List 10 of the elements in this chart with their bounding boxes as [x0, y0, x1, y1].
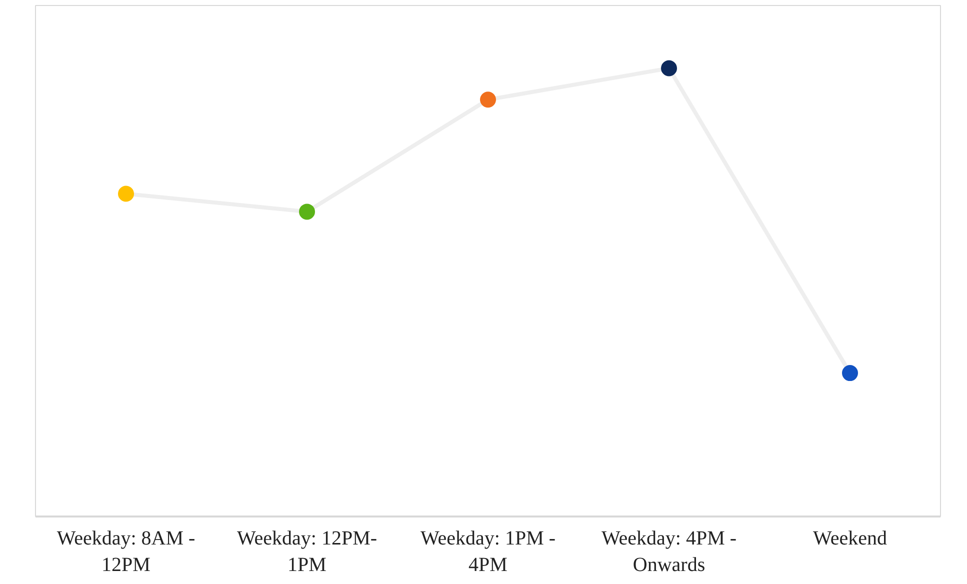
x-tick-label: Weekday: 4PM - Onwards [601, 528, 737, 576]
x-tick-label: Weekend [813, 528, 887, 550]
x-tick-label: Weekday: 8AM - 12PM [56, 528, 196, 576]
x-tick-label: Weekday: 12PM- 1PM [236, 528, 378, 576]
point [842, 365, 858, 382]
point [118, 186, 134, 202]
point [299, 204, 315, 220]
point [661, 60, 677, 76]
x-tick-label: Weekday: 1PM - 4PM [420, 528, 556, 576]
point [480, 92, 496, 108]
